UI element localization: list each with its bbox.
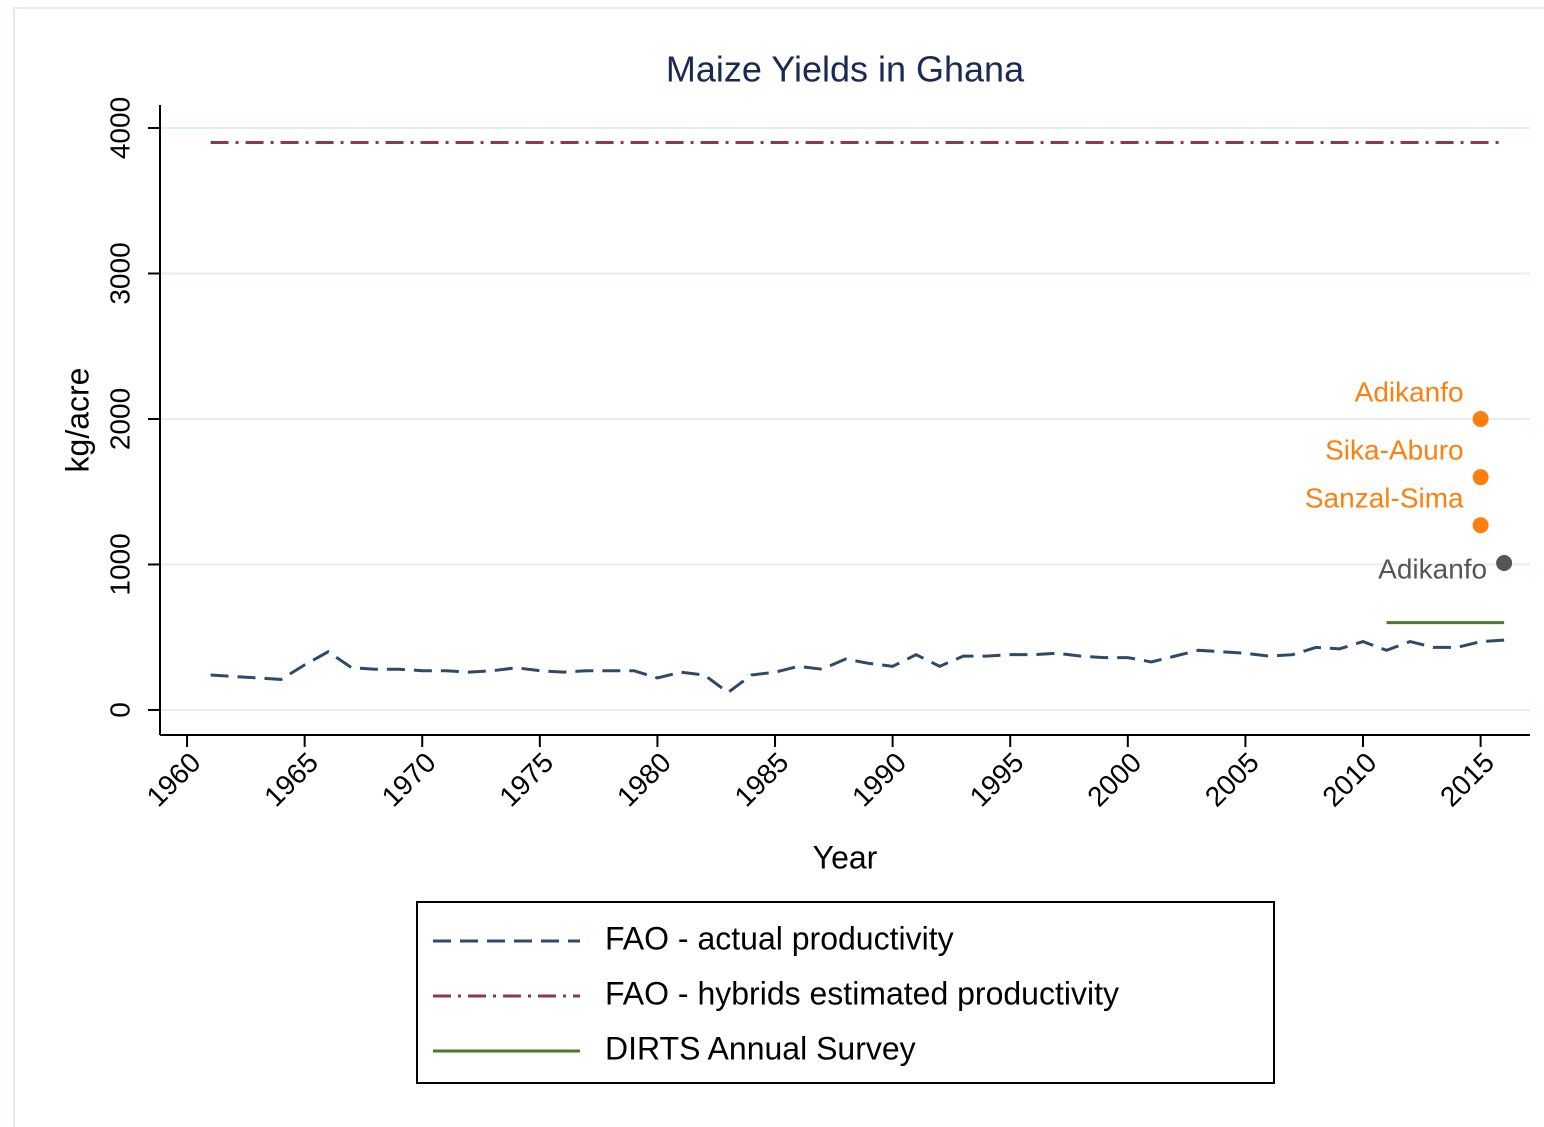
legend-label: FAO - hybrids estimated productivity xyxy=(605,975,1119,1011)
point-label: Adikanfo xyxy=(1355,376,1464,407)
point xyxy=(1472,410,1489,427)
y-tick-label: 0 xyxy=(104,702,135,718)
legend xyxy=(416,901,1275,1084)
point-label: Sika-Aburo xyxy=(1325,435,1464,466)
y-tick-label: 2000 xyxy=(104,388,135,450)
y-tick-label: 3000 xyxy=(104,242,135,304)
legend-label: FAO - actual productivity xyxy=(605,920,954,956)
series-line xyxy=(210,638,1505,695)
y-tick-label: 1000 xyxy=(104,533,135,595)
y-axis-label: kg/acre xyxy=(59,368,95,473)
point-label: Sanzal-Sima xyxy=(1305,483,1464,514)
point xyxy=(1472,469,1489,486)
point xyxy=(1472,517,1489,534)
x-axis-label: Year xyxy=(813,839,878,875)
y-tick-label: 4000 xyxy=(104,97,135,159)
chart-title: Maize Yields in Ghana xyxy=(666,49,1025,90)
point-label: Adikanfo xyxy=(1378,553,1487,584)
legend-label: DIRTS Annual Survey xyxy=(605,1030,916,1066)
point xyxy=(1496,555,1513,572)
